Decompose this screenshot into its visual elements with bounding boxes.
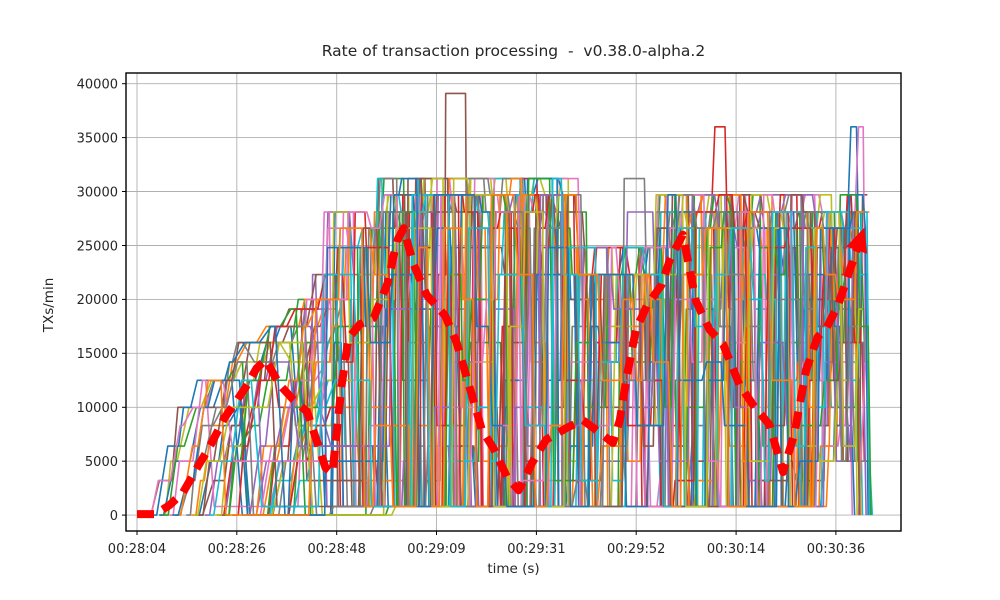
series-line <box>215 177 852 516</box>
chart-title: Rate of transaction processing - v0.38.0… <box>321 42 706 60</box>
series-line <box>224 177 872 516</box>
average-line <box>137 224 865 519</box>
x-axis-label: time (s) <box>487 561 540 577</box>
series-line <box>208 177 862 516</box>
series-line <box>172 177 855 516</box>
series-line <box>179 194 865 516</box>
y-tick-label: 15000 <box>77 347 118 362</box>
y-tick-label: 20000 <box>77 293 118 308</box>
y-tick-label: 40000 <box>77 78 118 93</box>
x-tick-label: 00:30:36 <box>807 542 865 557</box>
y-tick-label: 5000 <box>85 455 118 470</box>
x-tick-label: 00:30:14 <box>707 542 765 557</box>
plot-border <box>125 72 902 532</box>
x-tick-label: 00:29:52 <box>607 542 665 557</box>
y-tick-label: 10000 <box>77 401 118 416</box>
y-tick-label: 0 <box>110 509 118 524</box>
x-tick-label: 00:28:26 <box>208 542 266 557</box>
x-tick-label: 00:29:31 <box>507 542 565 557</box>
y-tick-label: 35000 <box>77 131 118 146</box>
y-tick-label: 25000 <box>77 239 118 254</box>
x-tick-label: 00:28:48 <box>308 542 366 557</box>
y-tick-label: 30000 <box>77 185 118 200</box>
trend-arrowhead-icon <box>846 227 868 254</box>
axis-ticks: 00:28:04 00:28:26 00:28:48 00:29:09 00:29:31… <box>77 78 865 558</box>
background-series-group <box>145 92 874 516</box>
average-line-group <box>137 224 868 519</box>
x-tick-label: 00:28:04 <box>108 542 166 557</box>
x-tick-label: 00:29:09 <box>407 542 465 557</box>
